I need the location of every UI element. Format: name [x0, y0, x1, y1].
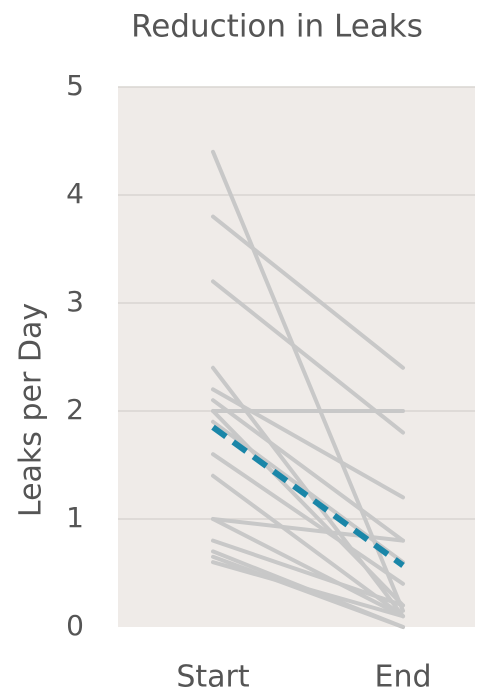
y-tick-label: 3	[66, 285, 84, 318]
slope-line	[211, 214, 405, 370]
y-tick-label: 1	[66, 501, 84, 534]
slope-line	[211, 517, 405, 619]
y-axis-label: Leaks per Day	[14, 303, 49, 517]
slope-line	[211, 149, 405, 613]
mean-line	[211, 424, 405, 568]
slope-line	[211, 554, 405, 629]
y-tick-label: 5	[66, 69, 84, 102]
slope-line	[211, 398, 405, 543]
slope-line	[211, 560, 405, 619]
slope-line	[211, 538, 405, 608]
y-tick-label: 0	[66, 609, 84, 642]
y-tick-label: 2	[66, 393, 84, 426]
x-tick-label: End	[374, 660, 431, 695]
x-tick-label: Start	[176, 660, 250, 695]
slope-line	[211, 517, 405, 543]
slope-line	[211, 387, 405, 500]
y-tick-label: 4	[66, 177, 84, 210]
slope-line	[211, 452, 405, 586]
slope-line	[211, 279, 405, 435]
chart-title: Reduction in Leaks	[131, 9, 423, 45]
